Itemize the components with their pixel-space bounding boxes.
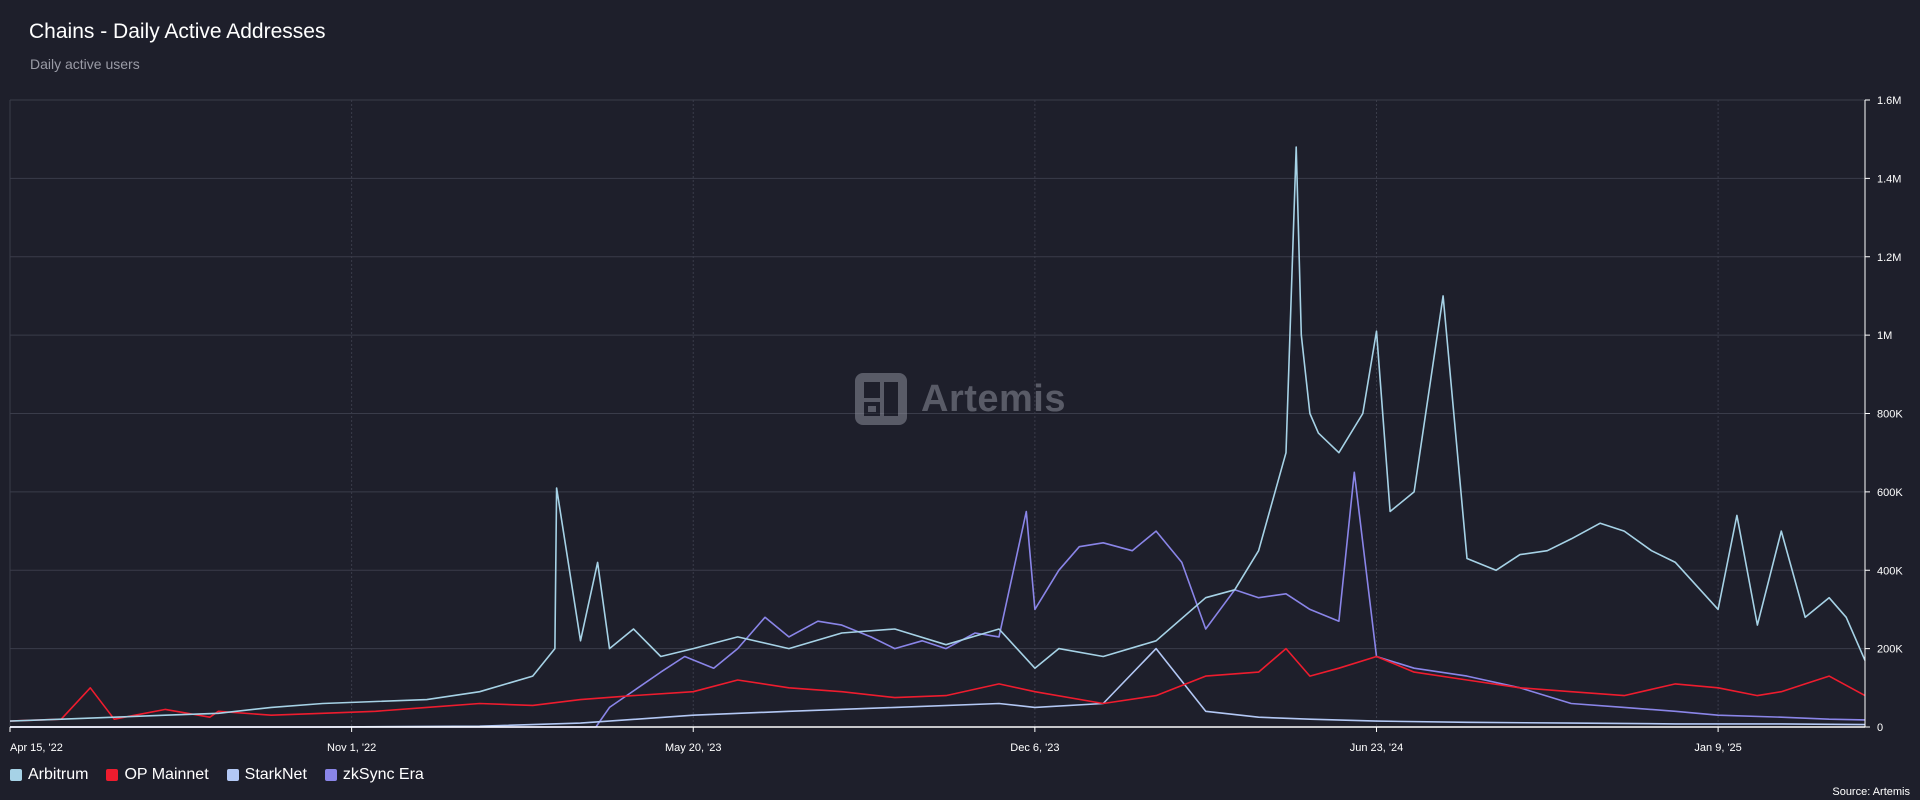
chart-subtitle: Daily active users [30, 56, 140, 72]
y-tick-label: 400K [1877, 565, 1903, 577]
line-chart: 0 200K 400K 600K 800K 1M 1.2M 1.4M 1.6M Apr 15, '… [9, 95, 1903, 754]
y-tick-label: 0 [1877, 722, 1883, 734]
source-label: Source: Artemis [1832, 786, 1910, 798]
y-tick-label: 1.2M [1877, 252, 1901, 264]
legend-swatch-starknet [226, 769, 239, 781]
series-layer [9, 146, 1866, 728]
legend-label-arbitrum: Arbitrum [28, 766, 89, 783]
artemis-logo-icon [855, 373, 907, 425]
legend-swatch-zksync-era [324, 769, 337, 781]
y-tick-label: 800K [1877, 409, 1903, 421]
legend-item-op-mainnet[interactable]: OP Mainnet [106, 766, 209, 784]
x-tick-label: Dec 6, '23 [1010, 742, 1059, 754]
y-tick-label: 1M [1877, 330, 1892, 342]
x-tick-label: May 20, '23 [665, 742, 722, 754]
watermark-text: Artemis [921, 377, 1066, 420]
legend-swatch-arbitrum [10, 769, 22, 781]
grid-layer [9, 99, 1865, 727]
series-line-op-mainnet [9, 647, 1866, 722]
chart-legend: Arbitrum OP Mainnet StarkNet zkSync Era [10, 766, 424, 784]
legend-swatch-op-mainnet [106, 769, 119, 781]
artemis-watermark: Artemis [855, 373, 1066, 425]
chart-title: Chains - Daily Active Addresses [29, 20, 326, 43]
legend-label-starknet: StarkNet [244, 766, 307, 783]
axis-layer: 0 200K 400K 600K 800K 1M 1.2M 1.4M 1.6M Apr 15, '… [9, 95, 1903, 754]
legend-item-starknet[interactable]: StarkNet [226, 766, 307, 784]
legend-item-arbitrum[interactable]: Arbitrum [10, 766, 88, 784]
legend-label-zksync-era: zkSync Era [342, 766, 424, 783]
y-tick-label: 600K [1877, 487, 1903, 499]
x-tick-label: Jun 23, '24 [1350, 742, 1403, 754]
legend-item-zksync-era[interactable]: zkSync Era [324, 766, 424, 784]
legend-label-op-mainnet: OP Mainnet [124, 766, 209, 783]
x-tick-label: Nov 1, '22 [327, 742, 376, 754]
y-tick-label: 1.4M [1877, 173, 1901, 185]
series-line-zksync-era [10, 471, 1866, 728]
series-line-starknet [10, 647, 1866, 728]
x-tick-label: Jan 9, '25 [1694, 742, 1741, 754]
y-tick-label: 1.6M [1877, 95, 1901, 107]
y-tick-label: 200K [1877, 644, 1903, 656]
x-tick-label: Apr 15, '22 [10, 742, 63, 754]
series-line-arbitrum [9, 146, 1866, 722]
